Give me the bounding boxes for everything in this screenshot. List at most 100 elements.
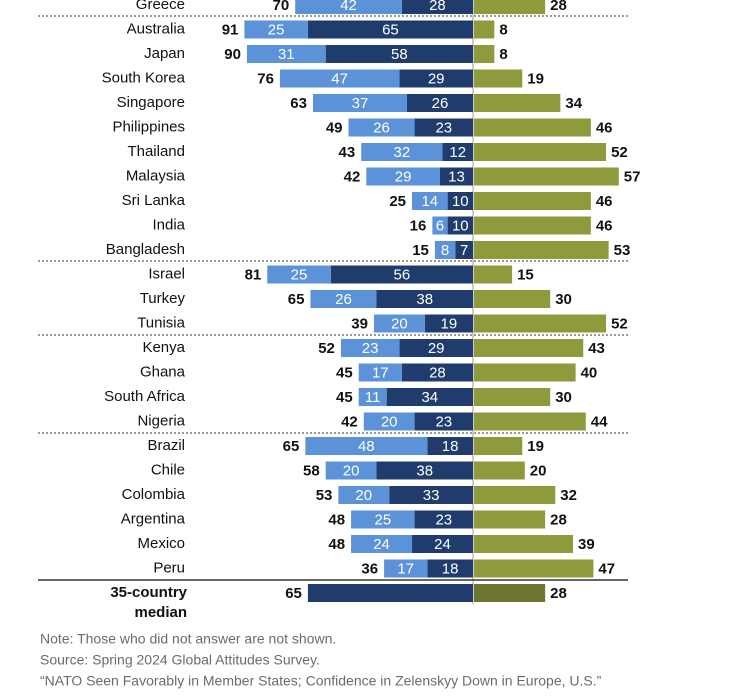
unfavorable-label: 32 — [560, 487, 577, 504]
favorable-total: 58 — [303, 462, 320, 479]
bar-segment — [310, 290, 377, 308]
bar-segment — [414, 118, 473, 137]
unfavorable-label: 19 — [527, 70, 544, 87]
segment-label: 34 — [421, 389, 438, 406]
category-label: Brazil — [147, 437, 185, 454]
unfavorable-label: 30 — [555, 389, 572, 406]
segment-label: 20 — [343, 462, 360, 479]
unfavorable-label: 44 — [591, 413, 608, 430]
segment-label: 24 — [373, 536, 390, 553]
segment-label: 7 — [460, 242, 468, 259]
bar-segment — [432, 216, 448, 235]
bar-segment — [338, 486, 390, 504]
category-label: Bangladesh — [106, 241, 185, 258]
segment-label: 24 — [434, 536, 451, 553]
bar-segment — [363, 412, 415, 431]
bar-segment — [406, 94, 473, 112]
bar-segment — [474, 510, 546, 529]
segment-label: 31 — [278, 46, 295, 63]
bar-segment — [474, 241, 609, 259]
unfavorable-label: 19 — [527, 438, 544, 455]
unfavorable-label: 28 — [550, 0, 567, 14]
favorable-total: 90 — [224, 46, 241, 63]
favorable-total: 53 — [316, 487, 333, 504]
category-label: Tunisia — [137, 314, 185, 331]
segment-label: 23 — [435, 511, 452, 528]
favorable-total: 81 — [245, 266, 262, 283]
unfavorable-label: 15 — [517, 266, 534, 283]
unfavorable-label: 43 — [588, 340, 605, 357]
unfavorable-label: 52 — [611, 315, 628, 332]
favorable-total: 65 — [288, 291, 305, 308]
bar-segment — [358, 363, 402, 382]
bar-segment — [373, 314, 425, 333]
segment-label: 17 — [397, 560, 414, 577]
source: Source: Spring 2024 Global Attitudes Sur… — [40, 652, 320, 668]
category-label: Mexico — [137, 535, 185, 552]
segment-label: 26 — [432, 95, 449, 112]
unfavorable-label: 53 — [614, 242, 631, 259]
bar-segment — [474, 143, 607, 161]
bar-segment — [474, 45, 495, 63]
bar-segment — [401, 363, 473, 382]
segment-label: 65 — [382, 21, 399, 38]
favorable-total: 42 — [341, 413, 358, 430]
bar-segment — [279, 69, 400, 88]
segment-label: 38 — [416, 291, 433, 308]
segment-label: 33 — [423, 487, 440, 504]
median-favorable-label: 65 — [285, 585, 302, 602]
unfavorable-label: 57 — [624, 168, 641, 185]
category-label: Australia — [127, 20, 186, 37]
bar-segment — [474, 69, 523, 88]
bar-segment — [474, 559, 594, 578]
favorable-total: 45 — [336, 389, 353, 406]
category-label: Ghana — [140, 363, 186, 380]
segment-label: 6 — [436, 217, 444, 234]
segment-label: 10 — [452, 217, 469, 234]
unfavorable-label: 52 — [611, 144, 628, 161]
category-label: Japan — [144, 45, 185, 62]
bar-segment — [474, 486, 556, 504]
segment-label: 26 — [335, 291, 352, 308]
bar-segment — [412, 192, 448, 210]
unfavorable-label: 47 — [598, 560, 615, 577]
unfavorable-label: 8 — [499, 21, 507, 38]
median-unfavorable-label: 28 — [550, 585, 567, 602]
bar-segment — [474, 388, 551, 406]
segment-label: 26 — [373, 119, 390, 136]
bar-segment — [427, 437, 473, 455]
segment-label: 29 — [395, 168, 412, 185]
favorable-total: 39 — [351, 315, 368, 332]
bar-segment — [474, 20, 495, 39]
segment-label: 25 — [291, 266, 308, 283]
bar-segment — [474, 167, 619, 186]
favorable-total: 43 — [339, 144, 356, 161]
segment-label: 14 — [421, 193, 438, 210]
bar-segment — [325, 461, 377, 480]
category-label: Turkey — [140, 290, 186, 307]
bar-segment — [399, 69, 473, 88]
favorable-total: 52 — [318, 340, 335, 357]
category-label: South Africa — [104, 388, 186, 405]
category-label: Colombia — [122, 486, 186, 503]
segment-label: 20 — [381, 413, 398, 430]
bar-segment — [474, 94, 561, 112]
segment-label: 11 — [365, 389, 381, 406]
unfavorable-label: 30 — [555, 291, 572, 308]
bar-segment — [474, 535, 574, 553]
favorable-total: 16 — [410, 217, 427, 234]
category-label: Chile — [151, 461, 185, 478]
bar-segment — [376, 290, 473, 308]
bar-segment — [376, 461, 473, 480]
category-label: Peru — [153, 559, 185, 576]
segment-label: 28 — [429, 364, 446, 381]
bar-segment — [474, 192, 591, 210]
favorable-total: 65 — [283, 438, 300, 455]
segment-label: 25 — [374, 511, 391, 528]
favorable-total: 48 — [328, 536, 345, 553]
unfavorable-label: 46 — [596, 217, 613, 234]
bar-segment — [442, 143, 473, 161]
bar-segment — [267, 265, 331, 284]
segment-label: 23 — [435, 413, 452, 430]
